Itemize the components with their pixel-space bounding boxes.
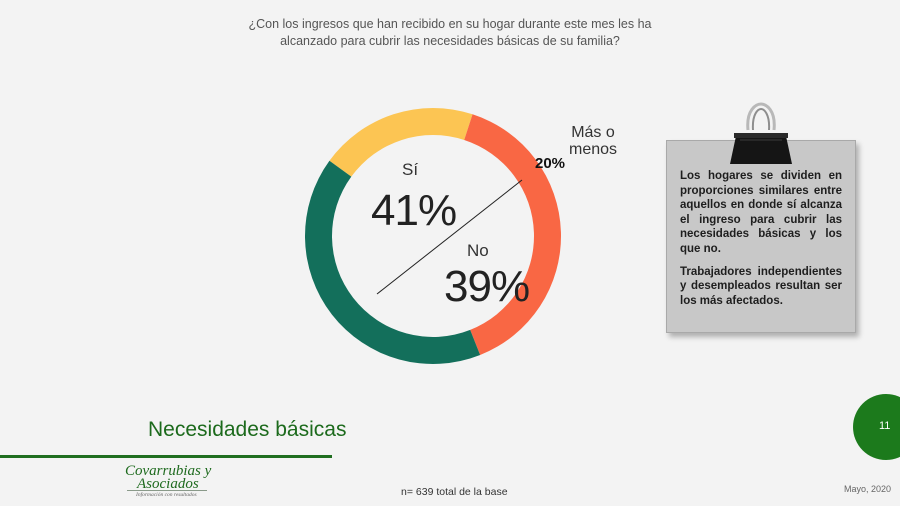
section-title: Necesidades básicas	[148, 418, 347, 441]
donut-slice-si	[305, 160, 481, 364]
company-logo: Covarrubias y Asociados	[125, 463, 212, 492]
slice-value-si: 41%	[371, 186, 457, 235]
report-date: Mayo, 2020	[844, 484, 892, 494]
slice-value-mas-o-menos: 20%	[535, 155, 566, 172]
logo-rule	[127, 490, 207, 491]
logo-line-2: Asociados	[137, 476, 199, 492]
donut-slice-no	[464, 114, 561, 356]
survey-question: ¿Con los ingresos que han recibido en su…	[248, 17, 652, 48]
slice-label-si: Sí	[402, 160, 419, 179]
binder-clip-icon	[730, 102, 792, 164]
slice-value-no: 39%	[444, 262, 530, 311]
note-paragraph-2: Trabajadores independientes y desemplead…	[680, 265, 842, 307]
donut-slice-mas-o-menos	[329, 108, 473, 177]
slice-label-mas-o-menos: Más o menos	[568, 124, 618, 158]
logo-tagline: Información con resultados	[136, 492, 197, 498]
page-number-badge	[853, 394, 900, 460]
divider-line	[376, 179, 523, 295]
note-paragraph-1: Los hogares se dividen en proporciones s…	[680, 170, 842, 255]
logo-line-1: Covarrubias y	[125, 463, 212, 479]
section-underline	[0, 455, 332, 458]
note-card: Los hogares se dividen en proporciones s…	[666, 140, 856, 333]
page-number: 11	[879, 420, 891, 432]
slice-label-no: No	[467, 241, 489, 260]
sample-size-note: n= 639 total de la base	[401, 486, 508, 498]
